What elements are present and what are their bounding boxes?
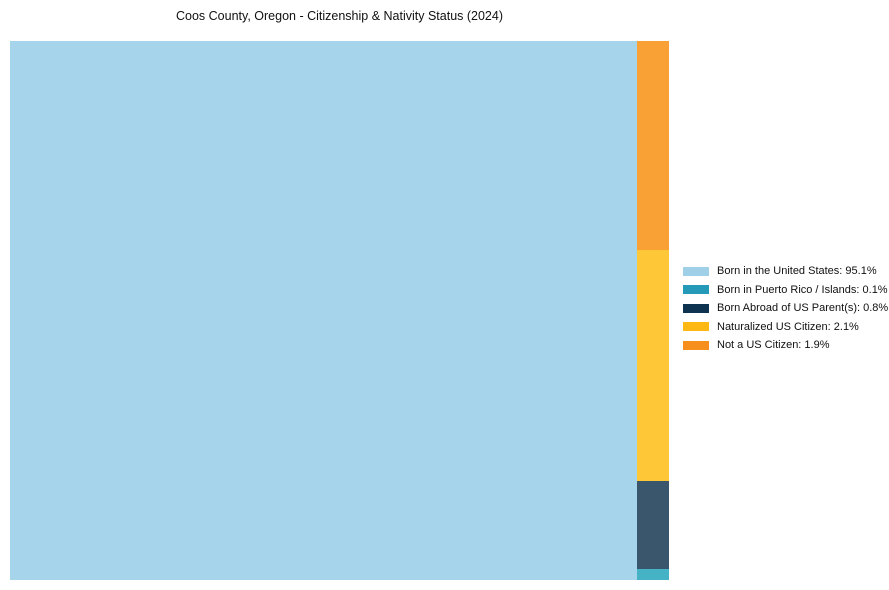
legend-swatch-icon bbox=[683, 322, 709, 332]
legend-label: Born Abroad of US Parent(s): 0.8% bbox=[717, 302, 889, 315]
treemap-rect-born-in-puerto-rico-islands bbox=[636, 569, 669, 580]
legend-item-born-abroad-of-us-parent-s: Born Abroad of US Parent(s): 0.8% bbox=[683, 299, 888, 318]
legend-item-born-in-puerto-rico-islands: Born in Puerto Rico / Islands: 0.1% bbox=[683, 281, 888, 300]
legend-label: Born in the United States: 95.1% bbox=[717, 265, 877, 278]
legend-swatch-icon bbox=[683, 303, 709, 313]
legend: Born in the United States: 95.1% Born in … bbox=[683, 262, 888, 355]
legend-label: Naturalized US Citizen: 2.1% bbox=[717, 320, 859, 333]
treemap-plot-area bbox=[10, 41, 669, 580]
legend-label: Born in Puerto Rico / Islands: 0.1% bbox=[717, 283, 888, 296]
legend-swatch-icon bbox=[683, 340, 709, 350]
legend-item-not-a-us-citizen: Not a US Citizen: 1.9% bbox=[683, 336, 888, 355]
legend-swatch-icon bbox=[683, 266, 709, 276]
legend-item-naturalized-us-citizen: Naturalized US Citizen: 2.1% bbox=[683, 318, 888, 337]
legend-label: Not a US Citizen: 1.9% bbox=[717, 339, 830, 352]
treemap-rect-naturalized-us-citizen bbox=[636, 250, 669, 481]
treemap-rect-not-a-us-citizen bbox=[636, 41, 669, 250]
treemap-rect-born-abroad-of-us-parent-s bbox=[636, 481, 669, 569]
legend-item-born-in-the-united-states: Born in the United States: 95.1% bbox=[683, 262, 888, 281]
legend-swatch-icon bbox=[683, 285, 709, 295]
treemap-rect-born-in-the-united-states bbox=[10, 41, 637, 580]
chart-title: Coos County, Oregon - Citizenship & Nati… bbox=[176, 9, 503, 23]
